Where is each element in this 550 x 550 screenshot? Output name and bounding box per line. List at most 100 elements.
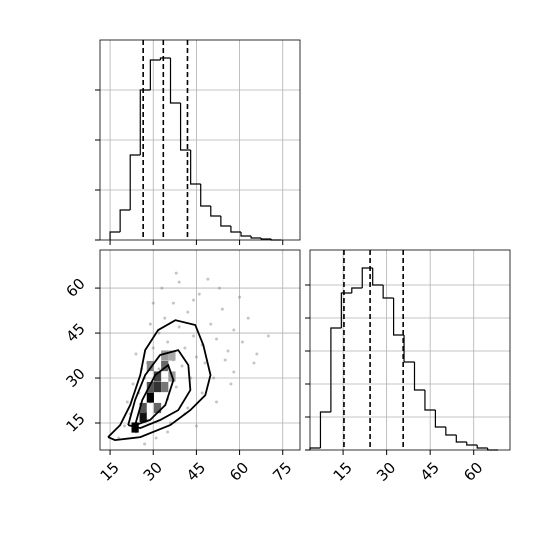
histogram-step (159, 57, 171, 60)
contour (127, 349, 192, 430)
histogram-step (240, 232, 252, 237)
panel-frame (309, 249, 511, 451)
contour (107, 319, 212, 442)
scatter-point (183, 346, 187, 350)
scatter-point (177, 325, 181, 329)
scatter-point (186, 406, 190, 410)
scatter-point (166, 430, 170, 434)
scatter-point (206, 277, 210, 281)
scatter-point (215, 400, 219, 404)
contour (134, 363, 175, 426)
scatter-point (232, 328, 236, 332)
histogram-step (149, 59, 161, 90)
scatter-point (157, 367, 161, 371)
scatter-point (255, 352, 259, 356)
scatter-point (151, 346, 155, 350)
scatter-point (174, 271, 178, 275)
scatter-point (154, 436, 158, 440)
scatter-point (148, 322, 152, 326)
scatter-point (252, 361, 256, 365)
scatter-point (157, 331, 161, 335)
histogram-step (190, 150, 201, 185)
histogram-step (434, 410, 446, 428)
scatter-point (238, 295, 242, 299)
density-cell (146, 381, 154, 393)
density-cell (161, 350, 169, 361)
histogram-step (109, 231, 121, 240)
histogram-step (179, 103, 191, 151)
histogram-step (403, 335, 415, 363)
histogram-step (445, 427, 457, 436)
density-cell (146, 360, 154, 372)
histogram-step (382, 285, 394, 299)
histogram-step (220, 216, 231, 227)
histogram-step (372, 268, 384, 286)
scatter-point (180, 364, 184, 368)
scatter-point (186, 310, 190, 314)
scatter-point (209, 322, 213, 326)
histogram-step (424, 390, 436, 411)
density-cell (168, 350, 176, 361)
scatter-point (215, 337, 219, 341)
scatter-point (131, 382, 135, 386)
panel-frame (99, 39, 301, 241)
histogram-step (139, 89, 151, 155)
scatter-point (166, 340, 170, 344)
density-cell (153, 381, 162, 393)
histogram-step (476, 445, 488, 449)
histogram-step (260, 238, 272, 240)
scatter-point (232, 370, 236, 374)
scatter-point (125, 400, 129, 404)
scatter-point (266, 334, 270, 338)
density-cell (161, 381, 169, 393)
histogram-step (230, 226, 242, 233)
density-cell (161, 360, 169, 372)
scatter-point (223, 358, 227, 362)
density-cell (146, 392, 154, 403)
scatter-point (122, 424, 126, 428)
scatter-point (134, 352, 138, 356)
scatter-point (194, 424, 198, 428)
histogram-step (361, 267, 373, 288)
scatter-point (160, 286, 164, 290)
scatter-point (174, 385, 178, 389)
scatter-point (151, 301, 155, 305)
histogram-step (351, 287, 363, 293)
scatter-point (163, 316, 167, 320)
histogram-step (340, 292, 352, 328)
density-cell (153, 402, 162, 414)
histogram-step (466, 442, 478, 446)
histogram-step (319, 411, 331, 448)
scatter-point (203, 361, 207, 365)
density-cell (153, 371, 162, 382)
histogram-step (200, 184, 211, 207)
scatter-point (229, 382, 233, 386)
scatter-point (177, 280, 181, 284)
scatter-point (226, 349, 230, 353)
scatter-point (143, 442, 147, 446)
histogram-step (169, 58, 181, 104)
scatter-point (220, 307, 224, 311)
histogram-step (413, 362, 425, 391)
scatter-point (246, 316, 250, 320)
histogram-step (392, 298, 405, 336)
scatter-point (240, 340, 244, 344)
histogram-step (455, 435, 467, 443)
scatter-point (200, 391, 204, 395)
histogram-step (330, 327, 342, 412)
histogram-step (210, 206, 221, 217)
histogram-step (250, 236, 262, 239)
scatter-point (217, 286, 221, 290)
histogram-step (129, 154, 141, 210)
scatter-point (171, 301, 175, 305)
panel-frame (99, 249, 301, 451)
scatter-point (197, 292, 201, 296)
density-cell (139, 402, 147, 414)
scatter-point (194, 355, 198, 359)
scatter-point (212, 376, 216, 380)
density-cell (139, 411, 147, 423)
histogram-step (119, 209, 131, 232)
scatter-point (192, 298, 196, 302)
